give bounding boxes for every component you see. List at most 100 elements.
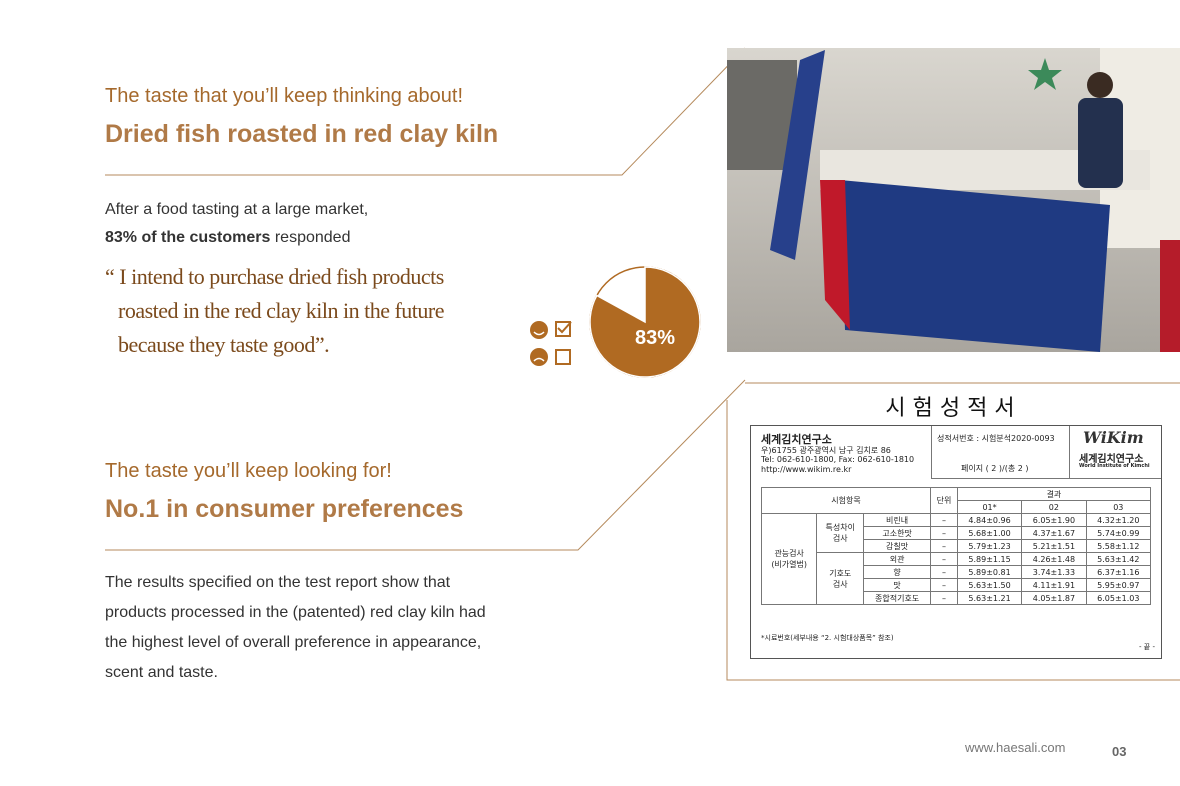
org: 세계김치연구소	[761, 433, 832, 446]
cell-text: –	[941, 554, 946, 564]
cell-text: 검사	[832, 579, 848, 589]
cell: 감칠맛	[863, 539, 932, 553]
logo-ko: 세계김치연구소	[1079, 454, 1144, 465]
cell-text: 4.11±1.91	[1032, 580, 1076, 590]
cell: –	[930, 513, 958, 527]
cell-text: (비가열법)	[771, 560, 807, 569]
cell: 맛	[863, 578, 932, 592]
row: 관능검사 (비가열법) 특성차이 검사 비린내 – 4.84±0.96 6.05±1.90 4.…	[760, 513, 1152, 605]
cell: 4.37±1.67	[1021, 526, 1087, 540]
row: 시험항목 단위 결과	[760, 487, 1152, 514]
row: 기호도 검사 외관 – 5.89±1.15 4.26±1.48 5.63±1.42	[762, 552, 1152, 605]
cell-text: 6.05±1.90	[1032, 515, 1076, 525]
cell: –	[930, 539, 958, 553]
header-cell: 결과	[956, 487, 1152, 501]
cell-text: –	[941, 528, 946, 538]
cell-text: 결과	[1046, 489, 1062, 499]
divider	[105, 47, 746, 176]
cell-text: 03	[1113, 502, 1124, 512]
icons	[530, 321, 572, 366]
cell: 4.32±1.20	[1085, 513, 1152, 527]
report-page: 페이지 ( 2 )/(총 2 )	[961, 464, 1029, 473]
cell: 5.63±1.21	[956, 591, 1023, 605]
cell-text: 고소한맛	[882, 528, 912, 538]
cell: 5.89±0.81	[956, 565, 1023, 579]
pie-label: 83%	[635, 327, 675, 349]
cell-text: 5.89±1.15	[968, 554, 1011, 564]
row: 맛 – 5.63±1.50 4.11±1.91 5.95±0.97	[762, 578, 1152, 592]
intro: After a food tasting at a large market,	[105, 201, 369, 218]
cell-text: 감칠맛	[886, 541, 909, 551]
cell: –	[930, 578, 958, 592]
cell-text: 5.63±1.50	[968, 580, 1011, 590]
cell-text: 5.95±0.97	[1097, 580, 1140, 590]
header-cell: 03	[1085, 500, 1152, 514]
cell: 6.05±1.03	[1085, 591, 1152, 605]
cell: 5.95±0.97	[1085, 578, 1152, 592]
end-mark: - 끝 -	[1139, 643, 1155, 651]
body-line: The results specified on the test report…	[105, 574, 451, 591]
pie-slice	[589, 266, 701, 378]
cell-text: 5.89±0.81	[968, 567, 1011, 577]
cell-text: –	[941, 541, 946, 551]
intro-rest: responded	[274, 229, 351, 246]
group-cell: 관능검사 (비가열법)	[760, 513, 818, 605]
cell: –	[930, 526, 958, 540]
report: 세계김치연구소 우)61755 광주광역시 남구 김치로 86 Tel: 062…	[750, 425, 1162, 659]
rule	[931, 426, 932, 478]
results-table: 시험항목 단위 결과 01* 02 03 관능검사 (비가열법) 특성차이 검사 비린내 – 4.84±…	[760, 487, 1152, 605]
frame	[726, 400, 1180, 681]
cell-text: 맛	[893, 580, 901, 590]
cell: 4.05±1.87	[1021, 591, 1087, 605]
quote-line: roasted in the red clay kiln in the futu…	[118, 298, 445, 323]
cell: 5.21±1.51	[1021, 539, 1087, 553]
address: Tel: 062-610-1800, Fax: 062-610-1810	[761, 455, 915, 464]
cell-text: 5.58±1.12	[1097, 541, 1140, 551]
cell-text: 6.05±1.03	[1097, 593, 1140, 603]
cell: 6.37±1.16	[1085, 565, 1152, 579]
subgroup-cell: 특성차이 검사	[816, 513, 865, 553]
address: http://www.wikim.re.kr	[761, 465, 852, 474]
cell-text: 5.63±1.21	[968, 593, 1011, 603]
body-line: the highest level of overall preference …	[105, 634, 482, 651]
cell-text: –	[941, 593, 946, 603]
cell-text: 5.63±1.42	[1097, 554, 1140, 564]
cell-text: 4.37±1.67	[1032, 528, 1076, 538]
cell-text: 01*	[982, 502, 997, 512]
cell-text: 기호도	[829, 568, 852, 578]
header-cell: 02	[1021, 500, 1087, 514]
cell-text: 시험항목	[831, 496, 861, 505]
page-number: 03	[1112, 744, 1127, 759]
logo-en: World Institute of Kimchi	[1079, 463, 1150, 469]
photo	[727, 48, 1180, 352]
subgroup-cell: 기호도 검사	[816, 552, 865, 605]
cell: 5.68±1.00	[956, 526, 1023, 540]
cell: 5.63±1.50	[956, 578, 1023, 592]
cell-text: 5.79±1.23	[968, 541, 1011, 551]
cell: 종합적기호도	[863, 591, 932, 605]
cell-text: 외관	[889, 554, 905, 564]
subtitle: The taste you’ll keep looking for!	[105, 460, 392, 482]
report-no: 성적서번호 : 시험분석2020-0093	[937, 434, 1055, 443]
cell: 외관	[863, 552, 932, 566]
cell-text: 4.05±1.87	[1032, 593, 1076, 603]
divider	[105, 379, 746, 551]
cell: –	[930, 591, 958, 605]
pie-chart: 83%	[589, 266, 701, 378]
cell-text: –	[941, 567, 946, 577]
cell-text: 검사	[832, 534, 848, 543]
subtitle: The taste that you’ll keep thinking abou…	[105, 85, 464, 107]
quote-line: “ I intend to purchase dried fish produc…	[105, 264, 444, 289]
logo: WiKim	[1083, 428, 1144, 447]
cell: 5.74±0.99	[1085, 526, 1152, 540]
intro-bold: 83% of the customers	[105, 229, 271, 246]
cell: –	[930, 552, 958, 566]
cell: 향	[863, 565, 932, 579]
row: 종합적기호도 – 5.63±1.21 4.05±1.87 6.05±1.03	[762, 591, 1152, 605]
cell-text: 종합적기호도	[875, 593, 920, 603]
report-title: 시 험 성 적 서	[885, 396, 1015, 421]
cell-text: 4.84±0.96	[968, 515, 1011, 525]
header-cell: 01*	[956, 500, 1023, 514]
cell: 5.79±1.23	[956, 539, 1023, 553]
